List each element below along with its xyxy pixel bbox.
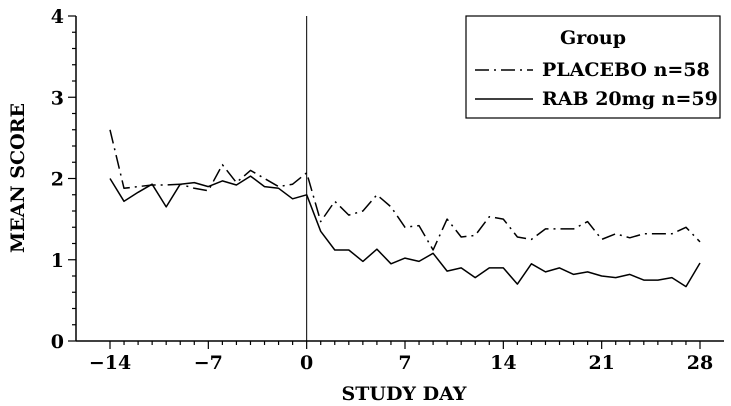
y-tick-label: 3 [51,87,64,109]
y-ticks: 0 1 2 3 4 [51,6,76,353]
x-tick-label: 14 [490,352,516,374]
series-line-rab-20mg [109,175,701,288]
x-axis-title: STUDY DAY [342,383,467,405]
y-axis-title: MEAN SCORE [7,103,29,253]
x-tick-label: 21 [588,352,614,374]
y-tick-label: 0 [51,331,64,353]
y-tick-label: 4 [51,6,64,28]
legend-label-placebo: PLACEBO n=58 [542,59,710,81]
x-tick-label: −7 [194,352,223,374]
x-tick-label: −14 [89,352,131,374]
legend-box [465,15,721,119]
series-line-placebo [109,129,701,251]
x-tick-label: 0 [300,352,313,374]
y-tick-label: 2 [51,169,64,191]
x-tick-label: 28 [687,352,713,374]
series-lines [109,129,701,288]
x-tick-label: 7 [398,352,411,374]
legend-title: Group [560,27,626,49]
legend-label-rab: RAB 20mg n=59 [542,88,718,110]
x-ticks: −14 −7 0 7 14 21 28 [89,341,713,374]
y-tick-label: 1 [51,250,64,272]
legend: Group PLACEBO n=58 RAB 20mg n=59 [465,15,721,119]
